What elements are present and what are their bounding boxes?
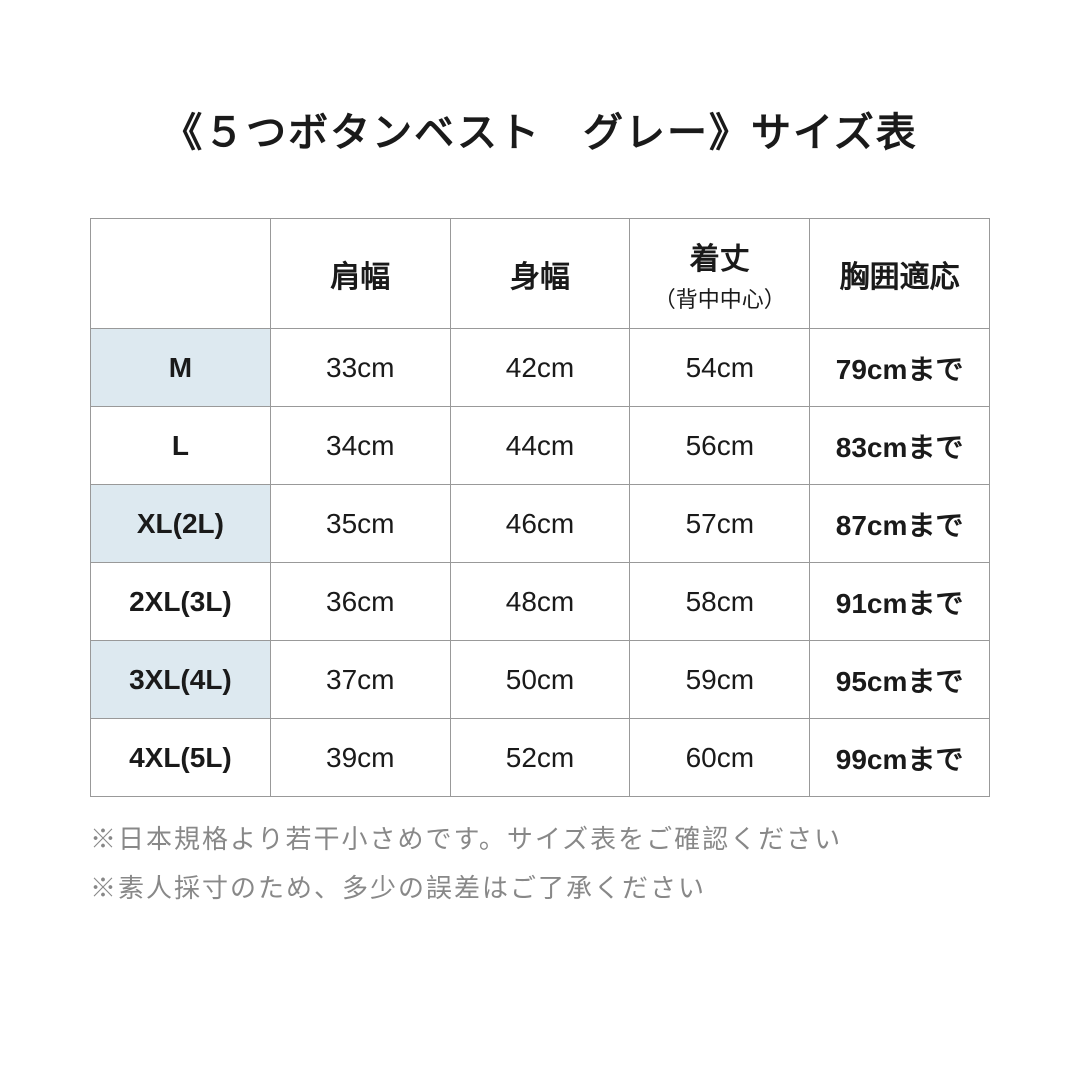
cell-size: 3XL(4L) — [91, 641, 271, 719]
cell-chest: 79cmまで — [810, 329, 990, 407]
cell-size: 4XL(5L) — [91, 719, 271, 797]
table-row: 3XL(4L)37cm50cm59cm95cmまで — [91, 641, 990, 719]
cell-length: 59cm — [630, 641, 810, 719]
cell-width: 46cm — [450, 485, 630, 563]
page-title: 《５つボタンベスト グレー》サイズ表 — [162, 100, 918, 158]
header-width: 身幅 — [450, 219, 630, 329]
cell-width: 48cm — [450, 563, 630, 641]
cell-length: 58cm — [630, 563, 810, 641]
cell-shoulder: 37cm — [270, 641, 450, 719]
header-length-sub: （背中中心） — [630, 282, 809, 314]
table-row: 4XL(5L)39cm52cm60cm99cmまで — [91, 719, 990, 797]
cell-size: M — [91, 329, 271, 407]
cell-length: 54cm — [630, 329, 810, 407]
header-length-main: 着丈 — [690, 243, 750, 276]
cell-size: 2XL(3L) — [91, 563, 271, 641]
header-length: 着丈 （背中中心） — [630, 219, 810, 329]
table-row: L34cm44cm56cm83cmまで — [91, 407, 990, 485]
note-line-2: ※素人採寸のため、多少の誤差はご了承ください — [90, 864, 990, 913]
cell-chest: 95cmまで — [810, 641, 990, 719]
cell-length: 57cm — [630, 485, 810, 563]
cell-shoulder: 36cm — [270, 563, 450, 641]
cell-chest: 87cmまで — [810, 485, 990, 563]
cell-shoulder: 39cm — [270, 719, 450, 797]
cell-width: 44cm — [450, 407, 630, 485]
cell-length: 60cm — [630, 719, 810, 797]
note-line-1: ※日本規格より若干小さめです。サイズ表をご確認ください — [90, 815, 990, 864]
table-body: M33cm42cm54cm79cmまでL34cm44cm56cm83cmまでXL… — [91, 329, 990, 797]
notes: ※日本規格より若干小さめです。サイズ表をご確認ください ※素人採寸のため、多少の… — [90, 815, 990, 914]
cell-shoulder: 35cm — [270, 485, 450, 563]
cell-chest: 91cmまで — [810, 563, 990, 641]
size-table: 肩幅 身幅 着丈 （背中中心） 胸囲適応 M33cm42cm54cm79cmまで… — [90, 218, 990, 797]
cell-chest: 83cmまで — [810, 407, 990, 485]
table-row: 2XL(3L)36cm48cm58cm91cmまで — [91, 563, 990, 641]
header-shoulder: 肩幅 — [270, 219, 450, 329]
cell-shoulder: 33cm — [270, 329, 450, 407]
header-chest: 胸囲適応 — [810, 219, 990, 329]
cell-chest: 99cmまで — [810, 719, 990, 797]
cell-shoulder: 34cm — [270, 407, 450, 485]
table-header-row: 肩幅 身幅 着丈 （背中中心） 胸囲適応 — [91, 219, 990, 329]
cell-size: L — [91, 407, 271, 485]
cell-width: 42cm — [450, 329, 630, 407]
table-row: XL(2L)35cm46cm57cm87cmまで — [91, 485, 990, 563]
cell-length: 56cm — [630, 407, 810, 485]
header-blank — [91, 219, 271, 329]
cell-size: XL(2L) — [91, 485, 271, 563]
table-row: M33cm42cm54cm79cmまで — [91, 329, 990, 407]
cell-width: 50cm — [450, 641, 630, 719]
cell-width: 52cm — [450, 719, 630, 797]
